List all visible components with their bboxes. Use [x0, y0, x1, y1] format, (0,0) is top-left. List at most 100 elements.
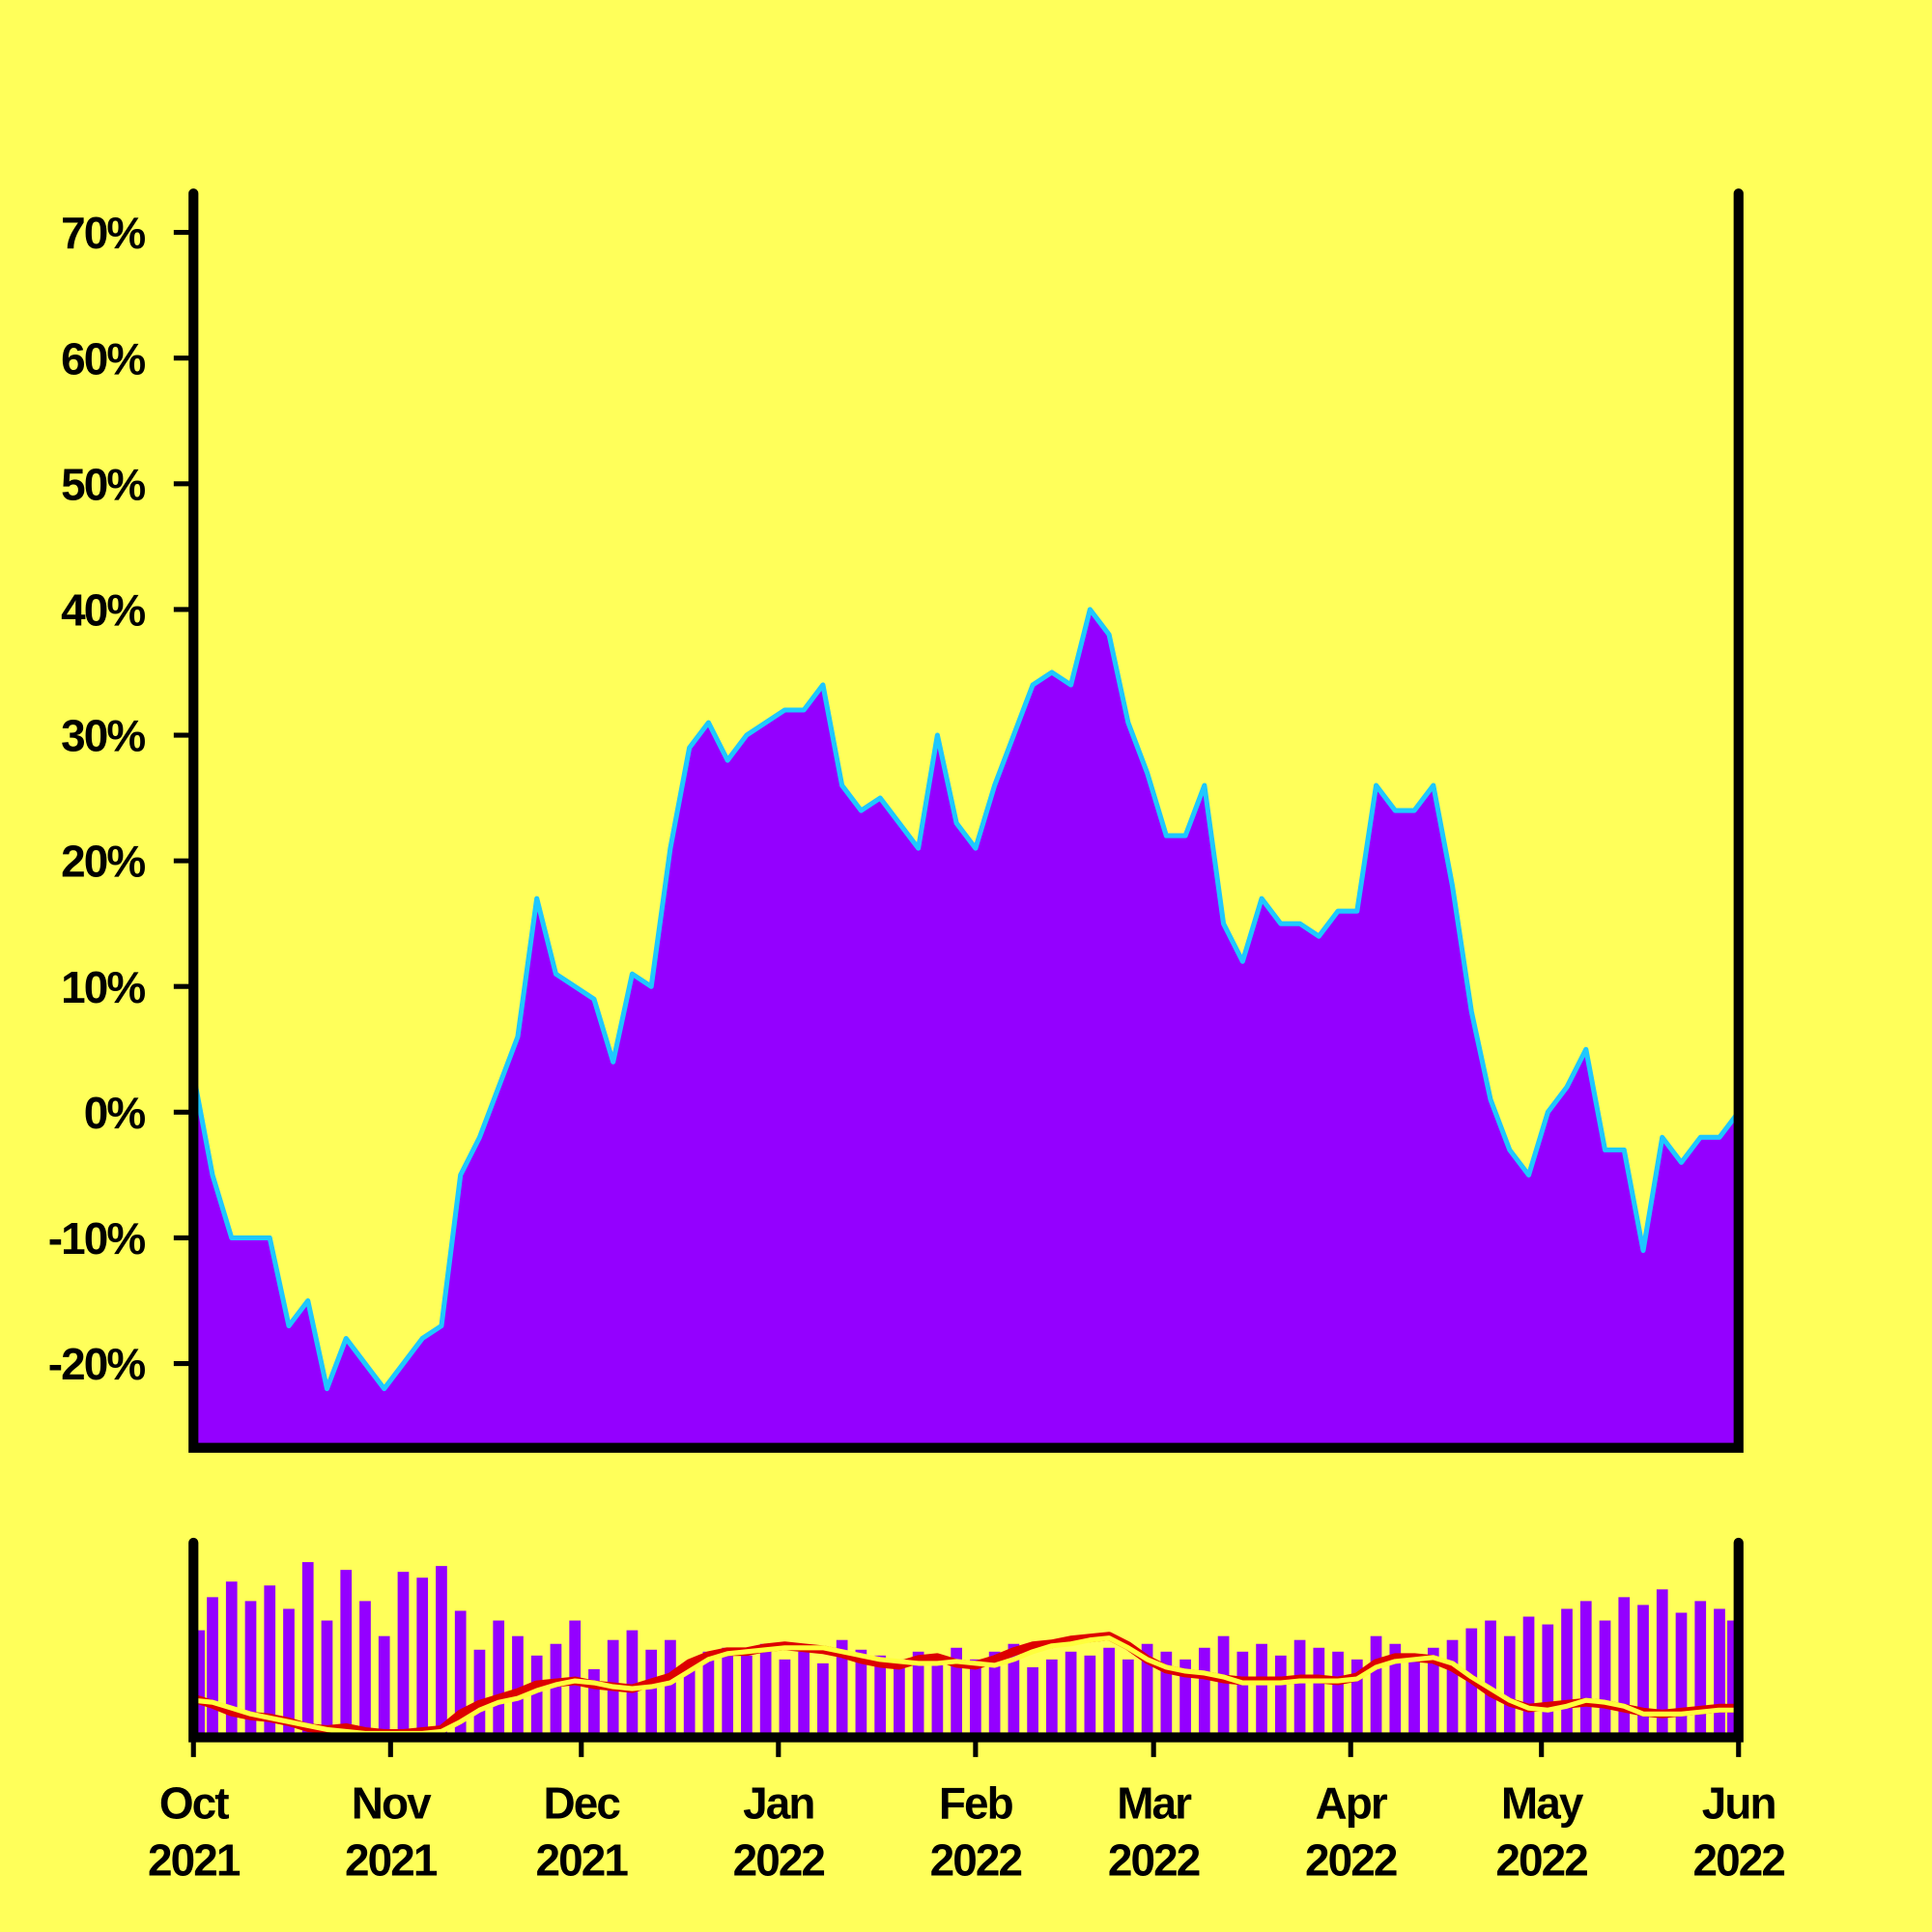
moving-average-line [192, 1635, 1739, 1736]
y-tick-label: 0% [84, 1088, 146, 1138]
volume-bar [1727, 1620, 1739, 1738]
volume-bar [1694, 1601, 1707, 1738]
x-tick-label: 2021 [536, 1834, 629, 1885]
volume-bar [683, 1662, 696, 1738]
volume-bar [1065, 1651, 1077, 1738]
x-tick-label: 2022 [1108, 1834, 1200, 1885]
x-tick-label: Oct [159, 1778, 229, 1829]
y-tick-label: 20% [61, 837, 145, 887]
volume-bar [779, 1659, 791, 1738]
volume-bar [1160, 1651, 1173, 1738]
volume-bar [301, 1562, 314, 1738]
axis-frame [188, 1537, 1744, 1743]
volume-bar [207, 1597, 218, 1738]
x-tick-label: 2022 [1495, 1834, 1587, 1885]
volume-bar [1122, 1659, 1134, 1738]
volume-bar [1561, 1608, 1573, 1738]
volume-bar [340, 1570, 353, 1738]
volume-bar [645, 1649, 658, 1738]
volume-bar [931, 1662, 944, 1738]
x-tick-label: Feb [939, 1778, 1013, 1829]
volume-bar [244, 1601, 257, 1738]
volume-bar [817, 1662, 829, 1738]
x-tick-label: Dec [544, 1778, 621, 1829]
volume-bar [1103, 1647, 1115, 1738]
volume-bar [1370, 1635, 1382, 1738]
volume-bar [1313, 1647, 1325, 1738]
volume-bar [894, 1659, 905, 1738]
volume-bar [1656, 1589, 1668, 1738]
y-tick-label: 30% [61, 711, 145, 761]
x-tick-label: 2021 [345, 1834, 438, 1885]
volume-bar [836, 1639, 848, 1738]
y-tick-label: -10% [48, 1213, 146, 1264]
volume-bar [454, 1610, 467, 1738]
volume-bar [512, 1635, 524, 1738]
volume-bar [1675, 1612, 1688, 1738]
y-tick-label: -20% [48, 1339, 146, 1389]
volume-bar [283, 1608, 295, 1738]
x-tick-label: 2022 [1693, 1834, 1785, 1885]
x-tick-label: 2022 [733, 1834, 825, 1885]
volume-bar [225, 1581, 238, 1738]
x-tick-label: Apr [1316, 1778, 1388, 1829]
volume-bar [1027, 1666, 1038, 1738]
volume-bar [1522, 1616, 1535, 1738]
volume-bar [741, 1655, 753, 1738]
y-tick-label: 40% [61, 584, 145, 635]
volume-bar [1637, 1605, 1649, 1738]
volume-bar [193, 1630, 205, 1738]
volume-bar [1293, 1639, 1306, 1738]
volume-bar [1141, 1643, 1153, 1738]
volume-bar [1084, 1655, 1096, 1738]
volume-bar [397, 1572, 410, 1738]
volume-bar [1274, 1655, 1287, 1738]
x-tick-label: May [1501, 1778, 1584, 1829]
y-tick-label: 50% [61, 459, 145, 509]
volume-bar [1618, 1597, 1631, 1738]
volume-bar [970, 1659, 981, 1738]
volume-bar [416, 1577, 429, 1738]
volume-bar [665, 1639, 676, 1738]
volume-bar [550, 1643, 562, 1738]
volume-bar [1217, 1635, 1230, 1738]
x-tick-label: Mar [1117, 1778, 1192, 1829]
volume-bar [1408, 1655, 1420, 1738]
volume-bar [951, 1647, 962, 1738]
volume-bar [588, 1668, 600, 1738]
y-tick-label: 60% [61, 333, 145, 384]
x-tick-label: 2021 [148, 1834, 241, 1885]
volume-bar [1485, 1620, 1496, 1738]
volume-bar [1503, 1635, 1516, 1738]
volume-bar [1198, 1647, 1210, 1738]
volume-bar [359, 1601, 371, 1738]
volume-bar [436, 1566, 447, 1738]
x-tick-label: Jun [1702, 1778, 1776, 1829]
volume-bar [1350, 1659, 1363, 1738]
volume-bar [321, 1620, 333, 1738]
volume-bar [912, 1651, 924, 1738]
volume-bar [702, 1651, 715, 1738]
volume-bar [493, 1620, 505, 1738]
volume-bar [1427, 1647, 1439, 1738]
volume-bar [1256, 1643, 1267, 1738]
volume-bar [1446, 1639, 1459, 1738]
x-tick-label: Nov [352, 1778, 432, 1829]
volume-bar [874, 1655, 886, 1738]
volume-bar [1579, 1601, 1592, 1738]
volume-bar [1179, 1659, 1191, 1738]
volume-bar [264, 1585, 276, 1738]
volume-bar [759, 1643, 772, 1738]
volume-bar [378, 1635, 390, 1738]
volume-bar [798, 1651, 810, 1738]
area [193, 609, 1739, 1448]
volume-bar [1332, 1651, 1344, 1738]
volume-bar [626, 1630, 639, 1738]
area-line [190, 607, 1741, 1392]
volume-bar [1046, 1659, 1058, 1738]
volume-bar [722, 1647, 734, 1738]
volume-bar [1389, 1643, 1402, 1738]
volume-bar [988, 1651, 1001, 1738]
x-tick-label: 2022 [930, 1834, 1022, 1885]
